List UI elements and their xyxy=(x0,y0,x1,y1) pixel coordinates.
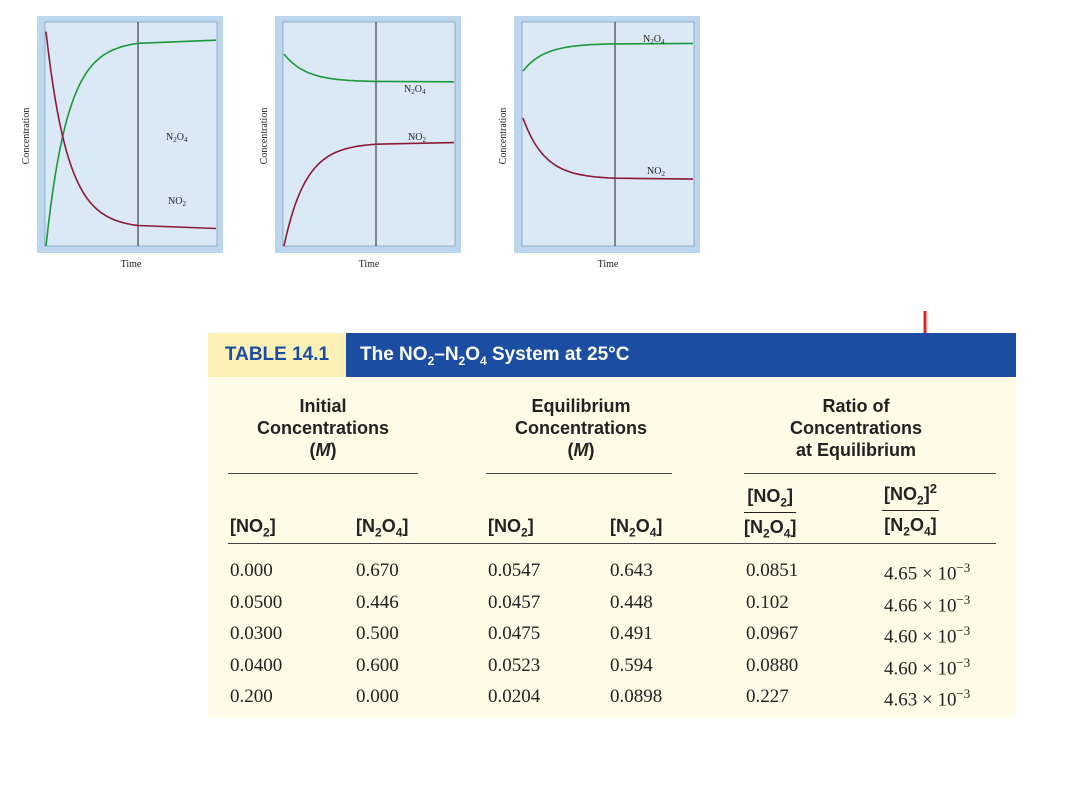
chart-panel-3: N2O4 NO2 Time Concentration xyxy=(495,14,705,274)
cell-n2o4-equilibrium: 0.594 xyxy=(610,654,653,676)
series-line-n2o4 xyxy=(283,53,455,83)
header-bottom-rule xyxy=(228,543,996,544)
cell-n2o4-initial: 0.000 xyxy=(356,686,399,707)
group-rule-ratio xyxy=(744,473,996,474)
cell-ratio-linear: 0.102 xyxy=(746,591,789,613)
cell-no2-equilibrium: 0.0204 xyxy=(488,686,541,707)
cell-no2-equilibrium: 0.0547 xyxy=(488,560,541,581)
series-label-n2o4: N2O4 xyxy=(643,34,665,46)
table-number-badge: TABLE 14.1 xyxy=(208,333,346,377)
cell-ratio-squared: 4.65 × 10−3 xyxy=(884,560,971,585)
cell-no2-initial: 0.200 xyxy=(230,686,273,707)
group-rule-initial xyxy=(228,473,418,474)
cell-ratio-linear: 0.0967 xyxy=(746,623,799,644)
cell-n2o4-initial: 0.500 xyxy=(356,623,399,644)
cell-ratio-squared: 4.60 × 10−3 xyxy=(884,654,971,679)
series-line-no2 xyxy=(522,117,694,180)
y-axis-label: Concentration xyxy=(498,108,509,165)
series-line-no2 xyxy=(45,31,217,230)
series-line-n2o4 xyxy=(45,39,217,247)
series-line-no2 xyxy=(283,141,455,247)
cell-ratio-squared: 4.60 × 10−3 xyxy=(884,623,971,648)
col-header-n2o4-initial: [N2O4] xyxy=(356,516,409,540)
series-label-no2: NO2 xyxy=(647,166,665,178)
cell-ratio-linear: 0.227 xyxy=(746,686,789,707)
chart-2: N2O4 NO2 Time Concentration xyxy=(259,16,461,270)
cell-no2-initial: 0.0300 xyxy=(230,623,283,644)
cell-n2o4-equilibrium: 0.0898 xyxy=(610,686,663,707)
cell-no2-initial: 0.000 xyxy=(230,560,273,581)
cell-no2-equilibrium: 0.0475 xyxy=(488,623,541,644)
table-caption: The NO2–N2O4 System at 25°C xyxy=(360,344,630,368)
cell-no2-initial: 0.0400 xyxy=(230,654,283,676)
col-header-ratio-linear: [NO2] [N2O4] xyxy=(744,486,797,541)
cell-ratio-linear: 0.0880 xyxy=(746,654,799,676)
col-header-no2-equilibrium: [NO2] xyxy=(488,516,534,540)
col-header-ratio-squared: [NO2]2 [N2O4] xyxy=(882,481,939,539)
cell-ratio-squared: 4.63 × 10−3 xyxy=(884,686,971,711)
cell-n2o4-initial: 0.446 xyxy=(356,591,399,613)
cell-no2-equilibrium: 0.0523 xyxy=(488,654,541,676)
cell-n2o4-equilibrium: 0.448 xyxy=(610,591,653,613)
series-line-n2o4 xyxy=(522,42,694,72)
group-header-initial: Initial Concentrations (M) xyxy=(256,396,389,460)
data-table: TABLE 14.1 The NO2–N2O4 System at 25°C I… xyxy=(208,333,1016,717)
chart-panel-2: N2O4 NO2 Time Concentration xyxy=(256,14,466,274)
chart-3: N2O4 NO2 Time Concentration xyxy=(498,16,700,270)
group-header-equilibrium: Equilibrium Concentrations (M) xyxy=(514,396,647,460)
series-label-n2o4: N2O4 xyxy=(166,132,188,144)
table-header-bar: TABLE 14.1 The NO2–N2O4 System at 25°C xyxy=(208,333,1016,377)
series-label-no2: NO2 xyxy=(408,132,426,144)
col-header-no2-initial: [NO2] xyxy=(230,516,276,540)
cell-n2o4-equilibrium: 0.643 xyxy=(610,560,653,581)
plot-area xyxy=(282,21,456,247)
x-axis-label: Time xyxy=(121,259,142,270)
chart-panel-1: N2O4 NO2 Time Concentration xyxy=(18,14,228,274)
chart-1: N2O4 NO2 Time Concentration xyxy=(21,16,223,270)
group-header-ratio: Ratio of Concentrations at Equilibrium xyxy=(789,396,922,460)
cell-n2o4-initial: 0.600 xyxy=(356,654,399,676)
series-label-no2: NO2 xyxy=(168,196,186,208)
cell-n2o4-equilibrium: 0.491 xyxy=(610,623,653,644)
cell-ratio-linear: 0.0851 xyxy=(746,560,799,581)
x-axis-label: Time xyxy=(359,259,380,270)
plot-area xyxy=(521,21,695,247)
group-rule-equilibrium xyxy=(486,473,672,474)
plot-area xyxy=(44,21,218,247)
cell-n2o4-initial: 0.670 xyxy=(356,560,399,581)
y-axis-label: Concentration xyxy=(259,108,270,165)
col-header-n2o4-equilibrium: [N2O4] xyxy=(610,516,663,540)
x-axis-label: Time xyxy=(598,259,619,270)
y-axis-label: Concentration xyxy=(21,108,32,165)
cell-ratio-squared: 4.66 × 10−3 xyxy=(884,591,971,616)
cell-no2-initial: 0.0500 xyxy=(230,591,283,613)
series-label-n2o4: N2O4 xyxy=(404,84,426,96)
cell-no2-equilibrium: 0.0457 xyxy=(488,591,541,613)
